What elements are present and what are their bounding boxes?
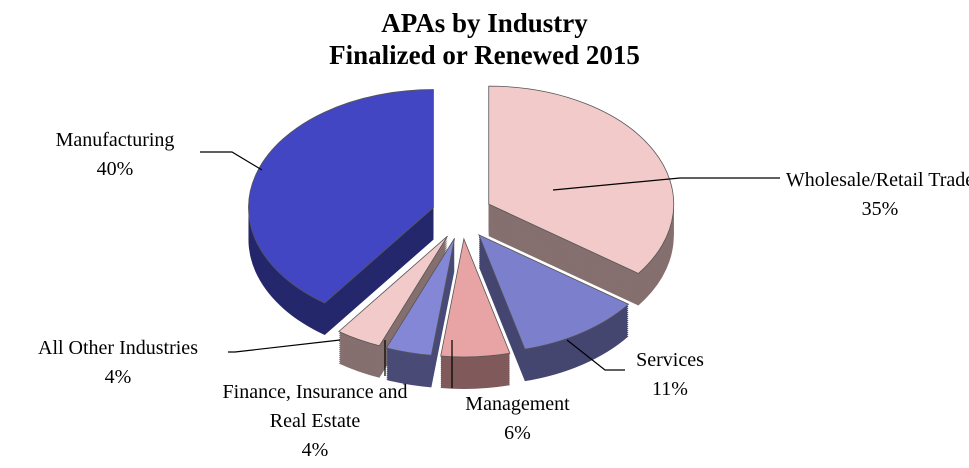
value-label: 4% — [301, 439, 329, 461]
leader-line — [566, 339, 625, 371]
slice — [488, 85, 675, 274]
value-label: 11% — [652, 378, 688, 400]
leader-line — [200, 151, 263, 171]
category-label: Finance, Insurance and Real Estate — [222, 381, 408, 432]
value-label: 35% — [861, 198, 899, 220]
slice — [440, 237, 511, 358]
category-label: Management — [465, 393, 570, 415]
value-label: 6% — [504, 422, 531, 444]
category-label: All Other Industries — [38, 337, 198, 359]
value-label: 4% — [104, 366, 132, 388]
value-label: 40% — [96, 158, 134, 180]
chart-title: APAs by Industry — [381, 8, 588, 38]
category-label: Services — [636, 349, 704, 371]
slice — [385, 238, 455, 356]
leader-line — [228, 339, 341, 353]
category-label: Wholesale/Retail Trade — [785, 169, 969, 191]
chart-subtitle: Finalized or Renewed 2015 — [329, 40, 640, 70]
leader-line — [552, 177, 780, 191]
category-label: Manufacturing — [55, 129, 175, 151]
slice — [338, 235, 448, 347]
slice — [478, 234, 630, 350]
slice — [248, 89, 434, 304]
